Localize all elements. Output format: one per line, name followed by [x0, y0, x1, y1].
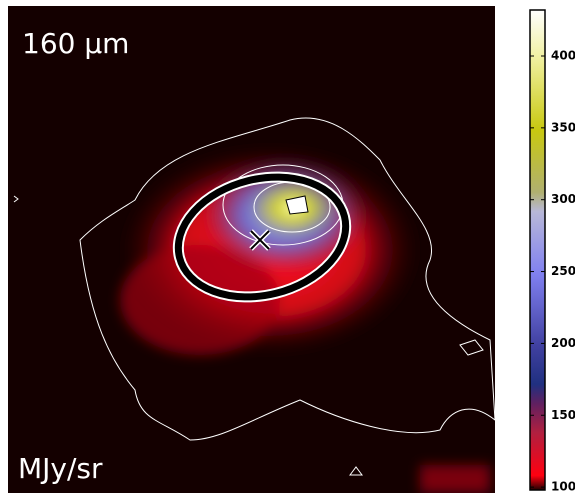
- contour: [285, 195, 309, 215]
- colorbar-tick-label: 350: [551, 120, 575, 134]
- contour: [79, 117, 495, 441]
- source-marker: [250, 230, 270, 250]
- colorbar-tick-label: 250: [551, 264, 575, 278]
- unit-label: MJy/sr: [18, 452, 103, 485]
- colorbar: [529, 9, 546, 491]
- contour: [13, 195, 484, 476]
- colorbar-tick-label: 300: [551, 192, 575, 206]
- colorbar-tick-label: 100: [551, 480, 575, 493]
- band-label: 160 μm: [22, 27, 129, 60]
- colorbar-tick-label: 200: [551, 336, 575, 350]
- colorbar-tick-label: 400: [551, 48, 575, 62]
- colorbar-tick-label: 150: [551, 408, 575, 422]
- aperture: [174, 173, 350, 301]
- emission-map: [13, 117, 495, 493]
